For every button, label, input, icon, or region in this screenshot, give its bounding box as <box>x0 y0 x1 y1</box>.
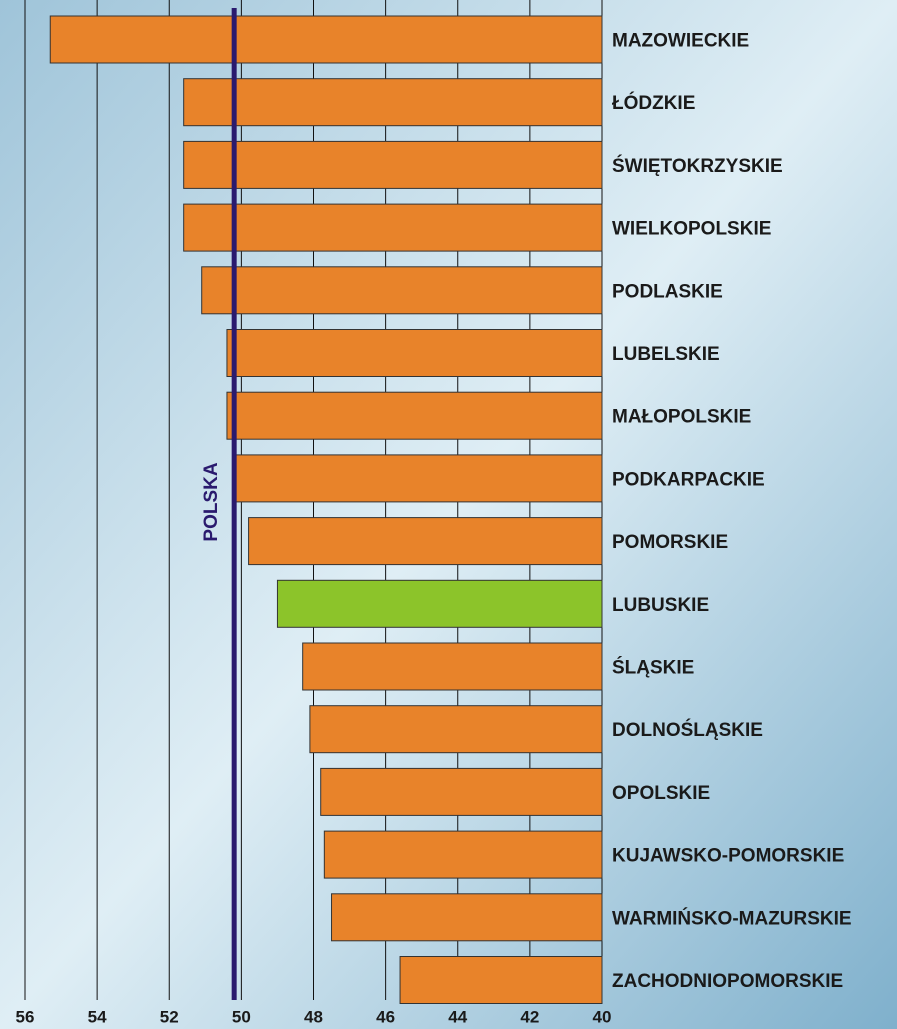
category-label: MAŁOPOLSKIE <box>612 407 751 428</box>
x-tick-label: 44 <box>448 1007 467 1026</box>
bar <box>184 204 602 251</box>
bar <box>310 706 602 753</box>
category-label: WARMIŃSKO-MAZURSKIE <box>612 907 852 929</box>
category-label: LUBUSKIE <box>612 595 709 616</box>
category-label: ZACHODNIOPOMORSKIE <box>612 971 843 992</box>
x-tick-label: 52 <box>160 1007 179 1026</box>
category-label: KUJAWSKO-POMORSKIE <box>612 846 844 867</box>
category-label: OPOLSKIE <box>612 783 710 804</box>
x-tick-label: 42 <box>520 1007 539 1026</box>
category-label: PODKARPACKIE <box>612 469 765 490</box>
bar <box>332 894 602 941</box>
x-tick-label: 54 <box>88 1007 107 1026</box>
bar <box>227 392 602 439</box>
reference-label: POLSKA <box>201 462 222 541</box>
category-label: DOLNOŚLĄSKIE <box>612 719 763 741</box>
bar <box>234 455 602 502</box>
category-label: ŚLĄSKIE <box>612 657 694 679</box>
bar <box>303 643 602 690</box>
x-tick-label: 50 <box>232 1007 251 1026</box>
bar <box>202 267 602 314</box>
bar <box>50 16 602 63</box>
bar <box>184 141 602 188</box>
category-label: LUBELSKIE <box>612 344 720 365</box>
chart: 56 54 52 50 48 46 44 42 40 MAZOWIECKIE ŁÓDZKIE ŚWIĘ… <box>0 0 897 1029</box>
bar <box>184 79 602 126</box>
x-tick-label: 48 <box>304 1007 323 1026</box>
bar <box>249 518 602 565</box>
bar <box>324 831 602 878</box>
x-tick-label: 56 <box>16 1007 35 1026</box>
x-tick-label: 40 <box>593 1007 612 1026</box>
bar <box>400 957 602 1004</box>
category-label: PODLASKIE <box>612 281 723 302</box>
bar <box>277 580 602 627</box>
x-tick-label: 46 <box>376 1007 395 1026</box>
category-label: ŁÓDZKIE <box>612 92 695 114</box>
bar <box>227 330 602 377</box>
category-label: ŚWIĘTOKRZYSKIE <box>612 155 783 177</box>
category-label: POMORSKIE <box>612 532 728 553</box>
category-label: MAZOWIECKIE <box>612 31 749 52</box>
bar <box>321 768 602 815</box>
category-label: WIELKOPOLSKIE <box>612 219 771 240</box>
